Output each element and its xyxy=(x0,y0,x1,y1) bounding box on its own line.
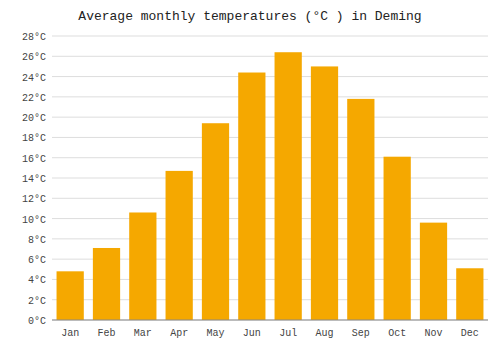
bar xyxy=(202,123,229,320)
y-tick-label: 10°C xyxy=(22,215,46,226)
y-tick-label: 2°C xyxy=(28,296,46,307)
x-tick-label: Mar xyxy=(134,328,152,339)
x-tick-label: Apr xyxy=(170,328,188,339)
x-tick-label: Nov xyxy=(424,328,442,339)
grid-line xyxy=(52,137,488,138)
x-tick-label: Aug xyxy=(315,328,333,339)
x-tick-label: Dec xyxy=(461,328,479,339)
x-tick-label: Jun xyxy=(243,328,261,339)
y-tick-label: 6°C xyxy=(28,255,46,266)
x-tick-label: Jul xyxy=(279,328,297,339)
grid-line xyxy=(52,36,488,37)
grid-line xyxy=(52,56,488,57)
grid-line xyxy=(52,76,488,77)
y-tick-label: 4°C xyxy=(28,275,46,286)
grid-line xyxy=(52,117,488,118)
bar xyxy=(384,157,411,320)
grid-line xyxy=(52,320,488,321)
bar xyxy=(238,73,265,320)
y-tick-label: 28°C xyxy=(22,32,46,43)
y-tick-label: 8°C xyxy=(28,235,46,246)
y-tick-label: 26°C xyxy=(22,52,46,63)
x-tick-label: Sep xyxy=(352,328,370,339)
y-tick-label: 0°C xyxy=(28,316,46,327)
chart-title: Average monthly temperatures (°C ) in De… xyxy=(78,9,421,24)
bar xyxy=(275,52,302,320)
x-tick-label: Feb xyxy=(97,328,115,339)
grid-line xyxy=(52,198,488,199)
bar xyxy=(456,268,483,320)
x-tick-label: May xyxy=(206,328,224,339)
x-tick-label: Jan xyxy=(61,328,79,339)
grid-line xyxy=(52,178,488,179)
bar xyxy=(347,99,374,320)
x-tick-label: Oct xyxy=(388,328,406,339)
grid-line xyxy=(52,218,488,219)
y-tick-label: 22°C xyxy=(22,93,46,104)
y-tick-label: 18°C xyxy=(22,133,46,144)
y-tick-label: 12°C xyxy=(22,194,46,205)
bars xyxy=(57,52,484,320)
chart-container: Average monthly temperatures (°C ) in De… xyxy=(0,0,500,350)
bar xyxy=(57,271,84,320)
bar xyxy=(420,223,447,320)
chart-svg: Average monthly temperatures (°C ) in De… xyxy=(0,0,500,350)
y-tick-label: 14°C xyxy=(22,174,46,185)
y-tick-label: 20°C xyxy=(22,113,46,124)
x-axis-line xyxy=(52,320,488,321)
y-tick-label: 16°C xyxy=(22,154,46,165)
grid-line xyxy=(52,96,488,97)
bar xyxy=(166,171,193,320)
y-grid xyxy=(52,36,488,320)
bar xyxy=(93,248,120,320)
bar xyxy=(129,212,156,320)
bar xyxy=(311,66,338,320)
grid-line xyxy=(52,157,488,158)
y-tick-label: 24°C xyxy=(22,73,46,84)
